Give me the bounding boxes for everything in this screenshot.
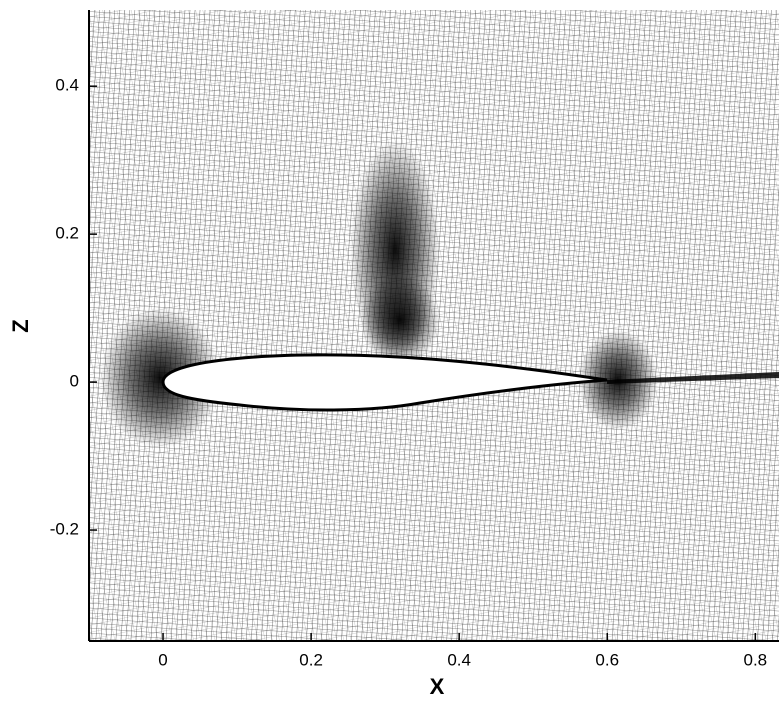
y-tick-label: -0.2 [50, 520, 79, 539]
x-tick-label: 0.2 [299, 650, 323, 669]
y-tick-label: 0.2 [55, 224, 79, 243]
x-axis-title: X [430, 674, 445, 699]
x-tick-label: 0.8 [743, 650, 767, 669]
x-tick-label: 0.4 [447, 650, 471, 669]
mesh-field [89, 10, 779, 641]
x-tick-label: 0.6 [595, 650, 619, 669]
x-tick-label: 0 [158, 650, 167, 669]
airfoil [161, 353, 608, 412]
y-tick-label: 0 [70, 372, 79, 391]
y-tick-label: 0.4 [55, 76, 79, 95]
y-axis-title: Z [8, 319, 33, 332]
